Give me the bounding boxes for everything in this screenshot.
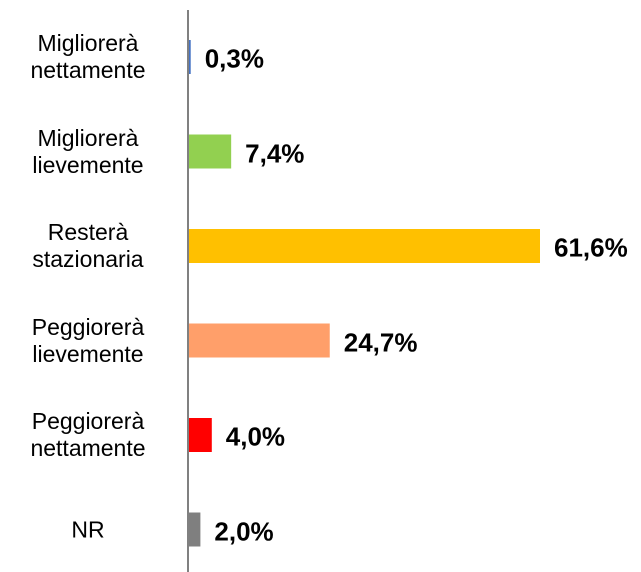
bar: [189, 512, 201, 547]
category-label: Resterà stazionaria: [32, 219, 144, 272]
bar: [189, 323, 330, 358]
category-label: NR: [71, 516, 105, 542]
value-label: 0,3%: [204, 43, 264, 74]
bar: [189, 134, 232, 169]
bar: [189, 40, 191, 74]
value-label: 24,7%: [343, 327, 418, 357]
bar: [189, 418, 212, 452]
category-label: Migliorerà nettamente: [30, 30, 146, 83]
bar: [189, 229, 540, 263]
category-label: Peggiorerà nettamente: [30, 408, 146, 461]
value-label: 61,6%: [554, 232, 628, 263]
value-label: 4,0%: [225, 421, 286, 452]
value-label: 7,4%: [245, 138, 305, 168]
category-label: Migliorerà lievemente: [32, 124, 144, 178]
category-label: Peggiorerà lievemente: [31, 313, 145, 367]
value-label: 2,0%: [214, 516, 274, 546]
